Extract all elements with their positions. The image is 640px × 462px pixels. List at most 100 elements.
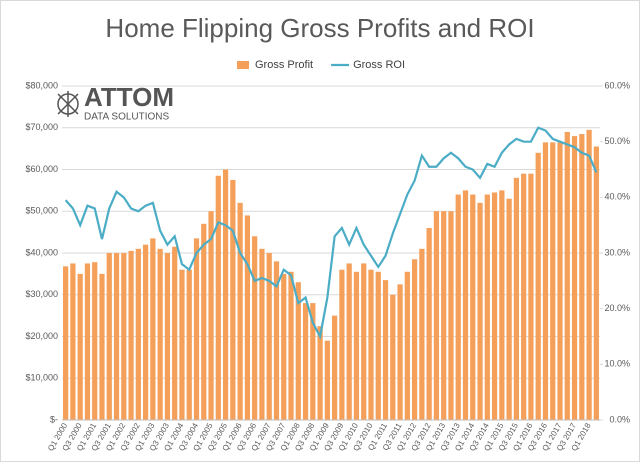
y-tick-label: $10,000	[25, 373, 58, 383]
bar	[77, 273, 83, 420]
y-tick-label: $40,000	[25, 247, 58, 257]
y2-tick-label: 40.0%	[604, 192, 630, 202]
y2-tick-label: 20.0%	[604, 303, 630, 313]
y2-tick-label: 0.0%	[609, 414, 630, 424]
logo-tagline: DATA SOLUTIONS	[84, 112, 170, 123]
line	[64, 126, 598, 340]
bar	[113, 253, 120, 420]
y-tick-label: $80,000	[25, 80, 58, 90]
bar	[477, 202, 483, 420]
bar	[593, 146, 599, 420]
bar	[302, 303, 309, 420]
legend-label: Gross Profit	[255, 59, 313, 71]
bar	[368, 269, 374, 420]
bar	[157, 248, 163, 420]
bar	[332, 315, 338, 420]
bar	[237, 202, 243, 420]
bar	[142, 244, 149, 420]
bar	[135, 248, 141, 420]
bar	[390, 294, 396, 420]
bar	[201, 223, 207, 420]
bar	[361, 263, 367, 420]
bar	[470, 194, 476, 420]
chart-title: Home Flipping Gross Profits and ROI	[105, 13, 534, 43]
bar	[571, 136, 578, 420]
logo-name: ATTOM	[84, 82, 174, 112]
bar	[84, 263, 91, 420]
bar	[441, 211, 447, 420]
y-tick-label: $70,000	[25, 122, 58, 132]
y-tick-label: $50,000	[25, 206, 58, 216]
bar	[535, 152, 541, 421]
legend-swatch	[237, 61, 249, 69]
bar	[215, 175, 221, 420]
bar	[310, 303, 316, 420]
bar	[324, 340, 330, 420]
legend-label: Gross ROI	[353, 59, 405, 71]
bar	[346, 263, 352, 420]
bar	[63, 266, 69, 420]
bar	[542, 142, 549, 421]
bar	[70, 263, 76, 420]
bar	[281, 273, 287, 420]
bar	[353, 271, 360, 420]
bar	[462, 190, 469, 420]
bar	[382, 280, 389, 420]
bar	[128, 250, 134, 420]
bar	[121, 253, 127, 420]
bar	[179, 269, 185, 420]
logo-icon	[57, 91, 79, 117]
bar	[164, 253, 171, 420]
bar	[411, 259, 418, 420]
bar	[193, 238, 200, 420]
bar	[92, 262, 98, 420]
bar	[404, 271, 410, 420]
bar	[273, 261, 280, 420]
bar	[506, 198, 512, 420]
y-tick-label: $30,000	[25, 289, 58, 299]
bar	[455, 194, 461, 420]
bar	[295, 282, 301, 420]
y2-tick-label: 60.0%	[604, 80, 630, 90]
bar	[259, 248, 265, 420]
bar	[317, 326, 323, 420]
bar	[419, 248, 425, 420]
bar	[266, 253, 272, 420]
bar	[339, 269, 345, 420]
bar	[252, 236, 258, 420]
y2-tick-label: 10.0%	[604, 359, 630, 369]
bar	[397, 284, 403, 420]
bar	[484, 194, 490, 420]
bar	[150, 238, 156, 420]
bar	[521, 173, 527, 420]
bar	[579, 134, 585, 420]
bar	[586, 129, 592, 420]
bar	[172, 246, 178, 420]
bar	[557, 142, 563, 421]
y-tick-label: $-	[50, 414, 58, 424]
bar	[375, 271, 381, 420]
bar	[222, 169, 229, 420]
bar	[499, 190, 505, 420]
y2-tick-label: 30.0%	[604, 247, 630, 257]
bar	[433, 211, 440, 420]
y-tick-label: $20,000	[25, 331, 58, 341]
bar	[208, 211, 214, 420]
bar	[288, 271, 294, 420]
y2-tick-label: 50.0%	[604, 136, 630, 146]
y-tick-label: $60,000	[25, 164, 58, 174]
bar	[528, 173, 534, 420]
bar	[244, 215, 251, 420]
logo: ATTOM DATA SOLUTIONS	[57, 82, 174, 123]
bar	[99, 273, 105, 420]
bar	[230, 179, 236, 420]
bar	[564, 131, 570, 421]
bar	[106, 253, 112, 420]
bar	[550, 142, 556, 421]
bar	[513, 177, 520, 420]
bar	[426, 227, 432, 420]
bar	[491, 192, 498, 420]
bar	[448, 211, 454, 420]
bar	[186, 269, 192, 420]
